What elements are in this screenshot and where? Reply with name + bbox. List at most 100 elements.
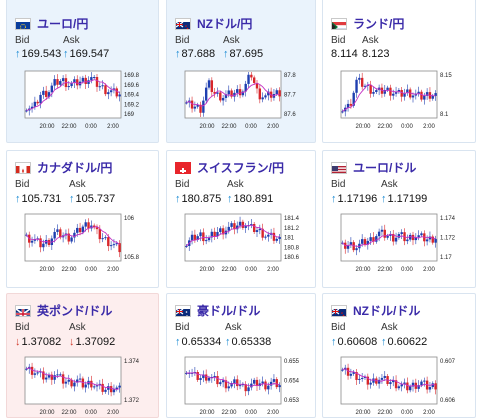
up-arrow-icon: ↑	[69, 193, 75, 205]
candle-body	[244, 226, 247, 228]
x-tick-label: 2:00	[267, 267, 279, 273]
candle-body	[44, 377, 48, 380]
candle-body	[107, 237, 110, 247]
x-tick-label: 22:00	[61, 410, 77, 416]
candle-body	[355, 79, 358, 93]
eu-flag-icon	[15, 17, 31, 30]
candle-body	[377, 231, 381, 237]
rate-card-chf-jpy[interactable]: スイスフラン/円 Bid Ask ↑180.875 ↑180.891 181.4…	[166, 150, 316, 288]
candle-body	[346, 245, 350, 249]
moving-average-line	[186, 372, 280, 387]
pair-name[interactable]: 豪ドル/ドル	[197, 304, 261, 318]
mini-chart[interactable]: 1.174 1.172 1.17 20:00 22:00 0:00 2:00	[337, 211, 465, 273]
candle-body	[375, 90, 378, 92]
x-tick-label: 0:00	[245, 267, 257, 273]
rate-card-zar-jpy[interactable]: ランド/円 Bid Ask 8.114 8.123 8.15 8.1 20:00 22…	[322, 0, 476, 143]
rate-card-gbp-usd[interactable]: 英ポンド/ドル Bid Ask ↓1.37082 ↓1.37092 1.374 1…	[6, 293, 159, 418]
candle-body	[216, 92, 219, 94]
candle-body	[244, 384, 247, 392]
pair-name[interactable]: ユーロ/円	[37, 17, 89, 31]
candlestick-chart: 0.655 0.654 0.653 20:00 22:00 0:00 2:00	[184, 356, 300, 416]
pair-name[interactable]: 英ポンド/ドル	[37, 304, 113, 318]
pair-name[interactable]: ランド/円	[353, 17, 405, 31]
candle-body	[101, 383, 104, 392]
candle-body	[386, 235, 389, 238]
bid-value: ↑105.731	[15, 193, 62, 205]
candle-body	[50, 374, 54, 380]
mini-chart[interactable]: 106 105.8 20:00 22:00 0:00 2:00	[21, 211, 149, 273]
candle-body	[98, 86, 102, 88]
candlestick-chart: 8.15 8.1 20:00 22:00 0:00 2:00	[340, 70, 452, 130]
candle-body	[258, 88, 262, 100]
candle-body	[346, 103, 350, 108]
pair-name[interactable]: ユーロ/ドル	[353, 161, 417, 175]
candle-body	[36, 101, 39, 104]
candle-body	[224, 94, 228, 98]
mini-chart[interactable]: 0.607 0.606 20:00 22:00 0:00 2:00	[337, 354, 465, 416]
ask-value: ↑180.891	[227, 193, 274, 205]
mini-chart[interactable]: 169.8 169.6 169.4 169.2 169 20:00 22:00 0:00 2:0…	[21, 68, 149, 130]
candle-body	[207, 377, 211, 381]
card-header: スイスフラン/円	[175, 159, 284, 176]
up-arrow-icon: ↑	[15, 48, 21, 60]
candle-body	[366, 84, 370, 86]
x-tick-label: 22:00	[221, 124, 237, 130]
candle-body	[250, 383, 253, 388]
y-tick-label: 87.6	[284, 112, 296, 118]
candle-body	[417, 385, 420, 389]
rate-card-nzd-usd[interactable]: NZドル/ドル Bid Ask ↑0.60608 ↑0.60622 0.607 0…	[322, 293, 476, 418]
rate-card-eur-usd[interactable]: ユーロ/ドル Bid Ask ↑1.17196 ↑1.17199 1.174 1.…	[322, 150, 476, 288]
candle-body	[224, 380, 228, 389]
ask-value: 8.123	[362, 48, 390, 60]
candle-body	[112, 244, 116, 246]
pair-name[interactable]: カナダドル/円	[37, 161, 113, 175]
candle-body	[408, 386, 412, 391]
pair-name[interactable]: NZドル/ドル	[353, 304, 421, 318]
candle-body	[417, 91, 420, 94]
mini-chart[interactable]: 8.15 8.1 20:00 22:00 0:00 2:00	[337, 68, 465, 130]
y-tick-label: 8.1	[440, 112, 449, 118]
pair-name[interactable]: NZドル/円	[197, 17, 253, 31]
candle-body	[411, 95, 415, 98]
rate-card-eur-jpy[interactable]: ユーロ/円 Bid Ask ↑169.543 ↑169.547 169.8 169…	[6, 0, 159, 143]
candle-body	[92, 386, 96, 388]
pair-name[interactable]: スイスフラン/円	[197, 161, 284, 175]
candle-body	[346, 367, 350, 376]
candle-body	[428, 236, 432, 240]
candle-body	[90, 77, 93, 81]
mini-chart[interactable]: 87.8 87.7 87.6 20:00 22:00 0:00 2:00	[181, 68, 309, 130]
candle-body	[261, 381, 264, 384]
candle-body	[349, 242, 353, 246]
candle-body	[352, 92, 355, 106]
candle-body	[258, 228, 262, 231]
candle-body	[227, 90, 230, 95]
candle-body	[59, 374, 62, 376]
candle-body	[42, 90, 45, 95]
mini-chart[interactable]: 1.374 1.372 20:00 22:00 0:00 2:00	[21, 354, 149, 416]
x-tick-label: 22:00	[377, 124, 393, 130]
mini-chart[interactable]: 0.655 0.654 0.653 20:00 22:00 0:00 2:00	[181, 354, 309, 416]
card-header: 英ポンド/ドル	[15, 302, 112, 319]
rate-card-nzd-jpy[interactable]: NZドル/円 Bid Ask ↑87.688 ↑87.695 87.8 87.7 8…	[166, 0, 316, 143]
candle-body	[241, 91, 245, 96]
candle-body	[392, 233, 395, 242]
rate-card-aud-usd[interactable]: 豪ドル/ドル Bid Ask ↑0.65334 ↑0.65338 0.655 0.…	[166, 293, 316, 418]
candle-body	[355, 371, 358, 380]
candle-body	[190, 372, 194, 374]
moving-average-line	[26, 367, 120, 390]
candle-body	[39, 371, 42, 373]
moving-average-line	[186, 82, 280, 107]
mini-chart[interactable]: 181.4 181.2 181 180.8 180.6 20:00 22:00 0:00 2:0…	[181, 211, 309, 273]
candle-body	[420, 233, 423, 236]
rate-card-cad-jpy[interactable]: カナダドル/円 Bid Ask ↑105.731 ↑105.737 106 105…	[6, 150, 159, 288]
us-flag-icon	[331, 161, 347, 174]
candle-body	[394, 380, 398, 389]
candle-body	[272, 232, 276, 241]
candle-body	[95, 385, 99, 387]
candle-body	[434, 93, 437, 96]
candle-body	[400, 232, 403, 235]
candle-body	[73, 232, 76, 238]
candle-body	[221, 97, 225, 101]
ask-label: Ask	[362, 35, 379, 46]
candle-body	[199, 378, 202, 380]
